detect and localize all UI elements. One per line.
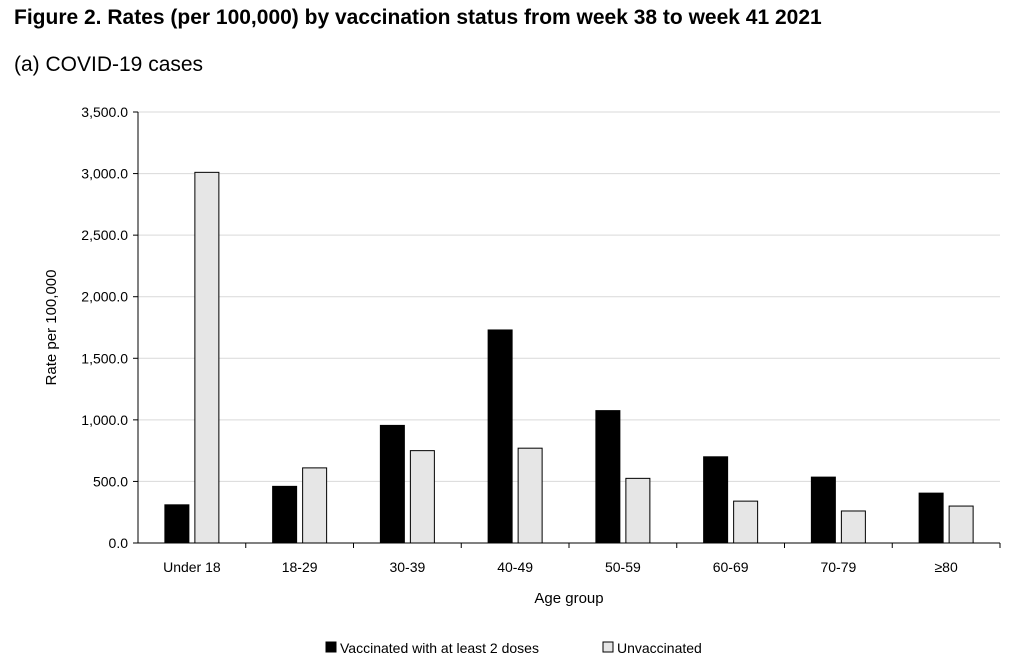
bar-unvaccinated — [840, 510, 866, 544]
y-tick-label: 0.0 — [109, 535, 129, 551]
y-axis-title: Rate per 100,000 — [43, 270, 60, 386]
bars — [164, 171, 1001, 548]
x-tick-labels: Under 18 18-29 30-39 40-49 50-59 60-69 70-79 ≥8… — [163, 559, 958, 575]
y-tick-label: 500.0 — [93, 473, 128, 489]
figure-subtitle: (a) COVID-19 cases — [14, 53, 204, 76]
x-tick-label: 70-79 — [820, 559, 856, 575]
bar-vaccinated — [379, 424, 405, 544]
x-tick-label: 50-59 — [605, 559, 641, 575]
y-tick-label: 2,500.0 — [81, 227, 128, 243]
y-tick-label: 2,000.0 — [81, 289, 128, 305]
x-axis-title: Age group — [534, 590, 603, 607]
bar-unvaccinated — [194, 171, 220, 544]
bar-vaccinated — [164, 504, 190, 544]
x-tick-label: ≥80 — [934, 559, 957, 575]
bar-vaccinated — [918, 492, 944, 544]
bar-vaccinated — [810, 476, 836, 544]
y-tick-labels: 0.0 500.0 1,000.0 1,500.0 2,000.0 2,500.0 3,00… — [81, 104, 128, 551]
x-tick-label: Under 18 — [163, 559, 221, 575]
y-tick-label: 1,500.0 — [81, 350, 128, 366]
x-tick-label: 60-69 — [713, 559, 749, 575]
bar-unvaccinated — [302, 467, 328, 544]
legend-swatch-unvaccinated — [602, 641, 614, 653]
figure-title: Figure 2. Rates (per 100,000) by vaccina… — [14, 6, 822, 29]
bar-unvaccinated — [948, 505, 974, 544]
x-tick-label: 18-29 — [282, 559, 318, 575]
bar-vaccinated — [703, 456, 729, 544]
legend-label-vaccinated: Vaccinated with at least 2 doses — [340, 640, 539, 656]
y-tick-label: 3,500.0 — [81, 104, 128, 120]
legend-swatch-vaccinated — [325, 641, 337, 653]
legend-label-unvaccinated: Unvaccinated — [617, 640, 702, 656]
legend: Vaccinated with at least 2 doses Unvaccin… — [325, 640, 702, 656]
bar-unvaccinated — [625, 477, 651, 544]
y-tick-label: 1,000.0 — [81, 412, 128, 428]
bar-vaccinated — [595, 410, 621, 544]
x-tick-label: 40-49 — [497, 559, 533, 575]
bar-unvaccinated — [517, 447, 543, 544]
y-tick-label: 3,000.0 — [81, 166, 128, 182]
gridlines — [133, 111, 1000, 544]
bar-unvaccinated — [733, 500, 759, 544]
bar-vaccinated — [487, 329, 513, 544]
bar-unvaccinated — [409, 450, 435, 544]
axes — [137, 112, 1000, 544]
bar-vaccinated — [272, 485, 298, 544]
x-tick-label: 30-39 — [389, 559, 425, 575]
